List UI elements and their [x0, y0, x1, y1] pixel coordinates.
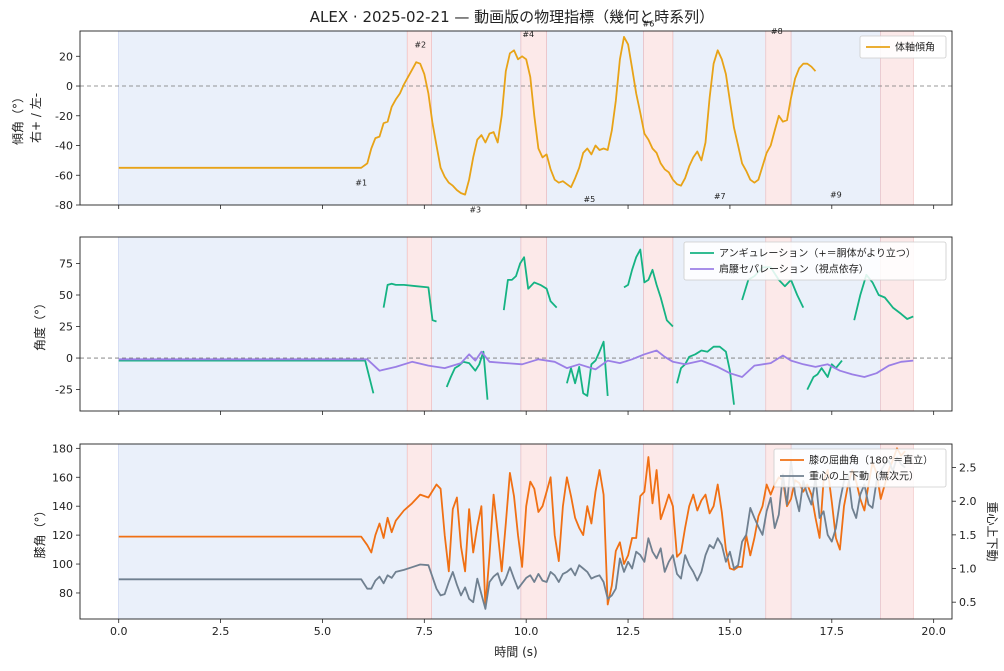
- phase-band-blue: [546, 443, 644, 620]
- event-annotation: #3: [469, 205, 481, 214]
- event-annotation: #1: [355, 179, 367, 188]
- legend-label: 膝の屈曲角（180°＝直立）: [809, 454, 933, 467]
- legend-box: [683, 241, 947, 281]
- event-annotation: #2: [414, 40, 426, 49]
- series-line-segment: [853, 273, 914, 321]
- x-tick-label: 17.5: [820, 625, 845, 638]
- panel-2: 75 50 25 0 -25 角度（°） アンギュレーション（+＝胴体がより立つ） 肩腰セパレ…: [32, 236, 953, 415]
- phase-band-red: [643, 443, 674, 620]
- event-annotation: #5: [583, 195, 595, 204]
- y2-axis-label: 重心上下動: [985, 501, 999, 561]
- series-line: [118, 447, 906, 609]
- y-tick-label: -80: [55, 199, 73, 212]
- y-tick-label: -20: [55, 110, 73, 123]
- y-tick-label: 160: [52, 471, 73, 484]
- series-line: [118, 349, 914, 378]
- y-tick-label: 0: [66, 80, 73, 93]
- event-annotation: #8: [771, 27, 783, 36]
- series-line-segment: [623, 248, 674, 328]
- x-tick-label: 10.0: [514, 625, 539, 638]
- phase-band-blue: [431, 30, 522, 206]
- phase-band-blue: [118, 236, 408, 412]
- legend: 膝の屈曲角（180°＝直立） 重心の上下動（無次元）: [773, 448, 947, 488]
- phase-band-blue: [118, 443, 408, 620]
- y-tick-label: 20: [59, 50, 73, 63]
- y-tick-label: 25: [59, 321, 73, 334]
- panel-3: 0.0 2.5 5.0 7.5 10.0 12.5 15.0 17.5 20.0 180 160 14…: [33, 442, 999, 638]
- legend: 体軸傾角: [859, 35, 947, 59]
- phase-band-blue: [790, 30, 881, 206]
- y2-tick-label: 1.5: [959, 529, 977, 542]
- legend-label: アンギュレーション（+＝胴体がより立つ）: [719, 247, 916, 260]
- phase-band-blue: [546, 30, 644, 206]
- phase-band-red: [643, 236, 674, 412]
- y-axis-label: 角度（°）: [32, 297, 47, 351]
- series-line-segment: [502, 256, 558, 311]
- series-group: [118, 36, 817, 196]
- series-line: [118, 36, 817, 196]
- legend-box: [859, 35, 947, 59]
- y-tick-label: 0: [66, 352, 73, 365]
- x-tick-label: 12.5: [616, 625, 641, 638]
- phase-band-red: [406, 30, 432, 206]
- x-tick-label: 20.0: [921, 625, 946, 638]
- phase-band-blue: [672, 443, 767, 620]
- y-tick-label: 100: [52, 558, 73, 571]
- y-tick-label: 50: [59, 289, 73, 302]
- series-group: [118, 447, 906, 610]
- event-annotation: #9: [830, 191, 842, 200]
- phase-band-blue: [431, 236, 522, 412]
- y2-tick-label: 0.5: [959, 596, 977, 609]
- phase-band-red: [643, 30, 674, 206]
- panel-1: 20 0 -20 -40 -60 -80 傾角（°） 右+ / 左- #1 #2 #3 #4 #5 #6 #…: [11, 20, 953, 214]
- x-tick-label: 0.0: [110, 625, 128, 638]
- series-line-segment: [382, 282, 437, 323]
- series-line-segment: [118, 359, 375, 394]
- legend-label: 重心の上下動（無次元）: [809, 470, 919, 483]
- phase-band-blue: [546, 236, 644, 412]
- y-tick-label: -40: [55, 140, 73, 153]
- x-tick-label: 7.5: [416, 625, 434, 638]
- y2-tick-label: 2.0: [959, 495, 977, 508]
- plot-frame: [79, 236, 953, 412]
- y-tick-label: -25: [55, 384, 73, 397]
- y-axis-label: 膝角（°）: [33, 504, 47, 558]
- plot-frame: [79, 30, 953, 206]
- y-tick-label: 75: [59, 257, 73, 270]
- event-annotation: #4: [522, 30, 534, 39]
- y-tick-label: 120: [52, 529, 73, 542]
- phase-band-blue: [672, 30, 767, 206]
- event-annotation: #7: [714, 192, 726, 201]
- legend: アンギュレーション（+＝胴体がより立つ） 肩腰セパレーション（視点依存）: [683, 241, 947, 281]
- phase-band-red: [406, 236, 432, 412]
- x-axis-label: 時間 (s): [494, 645, 537, 659]
- y2-tick-label: 2.5: [959, 462, 977, 475]
- y2-tick-label: 1.0: [959, 563, 977, 576]
- y-tick-label: 80: [59, 587, 73, 600]
- legend-label: 体軸傾角: [895, 41, 935, 54]
- chart-title: ALEX · 2025-02-21 — 動画版の物理指標（幾何と時系列）: [310, 8, 714, 26]
- series-line-segment: [445, 350, 489, 400]
- series-line: [118, 456, 906, 610]
- x-tick-label: 5.0: [314, 625, 332, 638]
- y-tick-label: 140: [52, 500, 73, 513]
- legend-label: 肩腰セパレーション（視点依存）: [719, 263, 869, 276]
- x-tick-label: 2.5: [212, 625, 230, 638]
- phase-band-red: [406, 443, 432, 620]
- series-line-segment: [566, 340, 609, 397]
- y-axis-label: 傾角（°）: [11, 91, 25, 145]
- y-tick-label: -60: [55, 169, 73, 182]
- y-axis-sublabel: 右+ / 左-: [28, 93, 43, 143]
- plot-frame: [79, 443, 953, 620]
- x-tick-label: 15.0: [718, 625, 743, 638]
- y-tick-label: 180: [52, 442, 73, 455]
- event-annotation: #6: [643, 20, 655, 29]
- legend-box: [773, 448, 947, 488]
